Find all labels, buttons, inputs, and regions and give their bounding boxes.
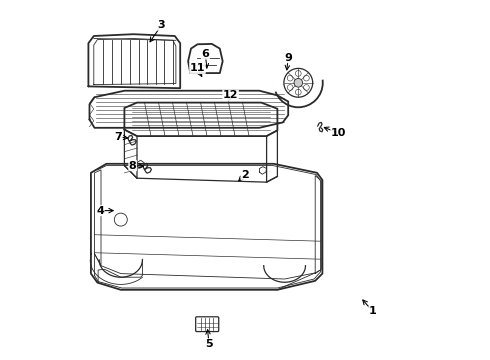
Text: 1: 1 <box>369 306 377 316</box>
Text: 5: 5 <box>205 339 213 349</box>
Circle shape <box>287 85 293 90</box>
Text: 10: 10 <box>331 128 346 138</box>
Text: 2: 2 <box>241 170 249 180</box>
Text: 4: 4 <box>97 206 104 216</box>
Text: 8: 8 <box>129 161 137 171</box>
Circle shape <box>287 75 293 81</box>
Circle shape <box>303 85 309 90</box>
Circle shape <box>294 78 303 87</box>
Text: 11: 11 <box>190 63 205 73</box>
Circle shape <box>295 89 301 95</box>
Text: 3: 3 <box>158 20 165 30</box>
Text: 7: 7 <box>114 132 122 142</box>
Text: 9: 9 <box>284 53 292 63</box>
Circle shape <box>303 75 309 81</box>
Text: 12: 12 <box>223 90 238 100</box>
Text: 6: 6 <box>201 49 209 59</box>
Circle shape <box>295 71 301 76</box>
